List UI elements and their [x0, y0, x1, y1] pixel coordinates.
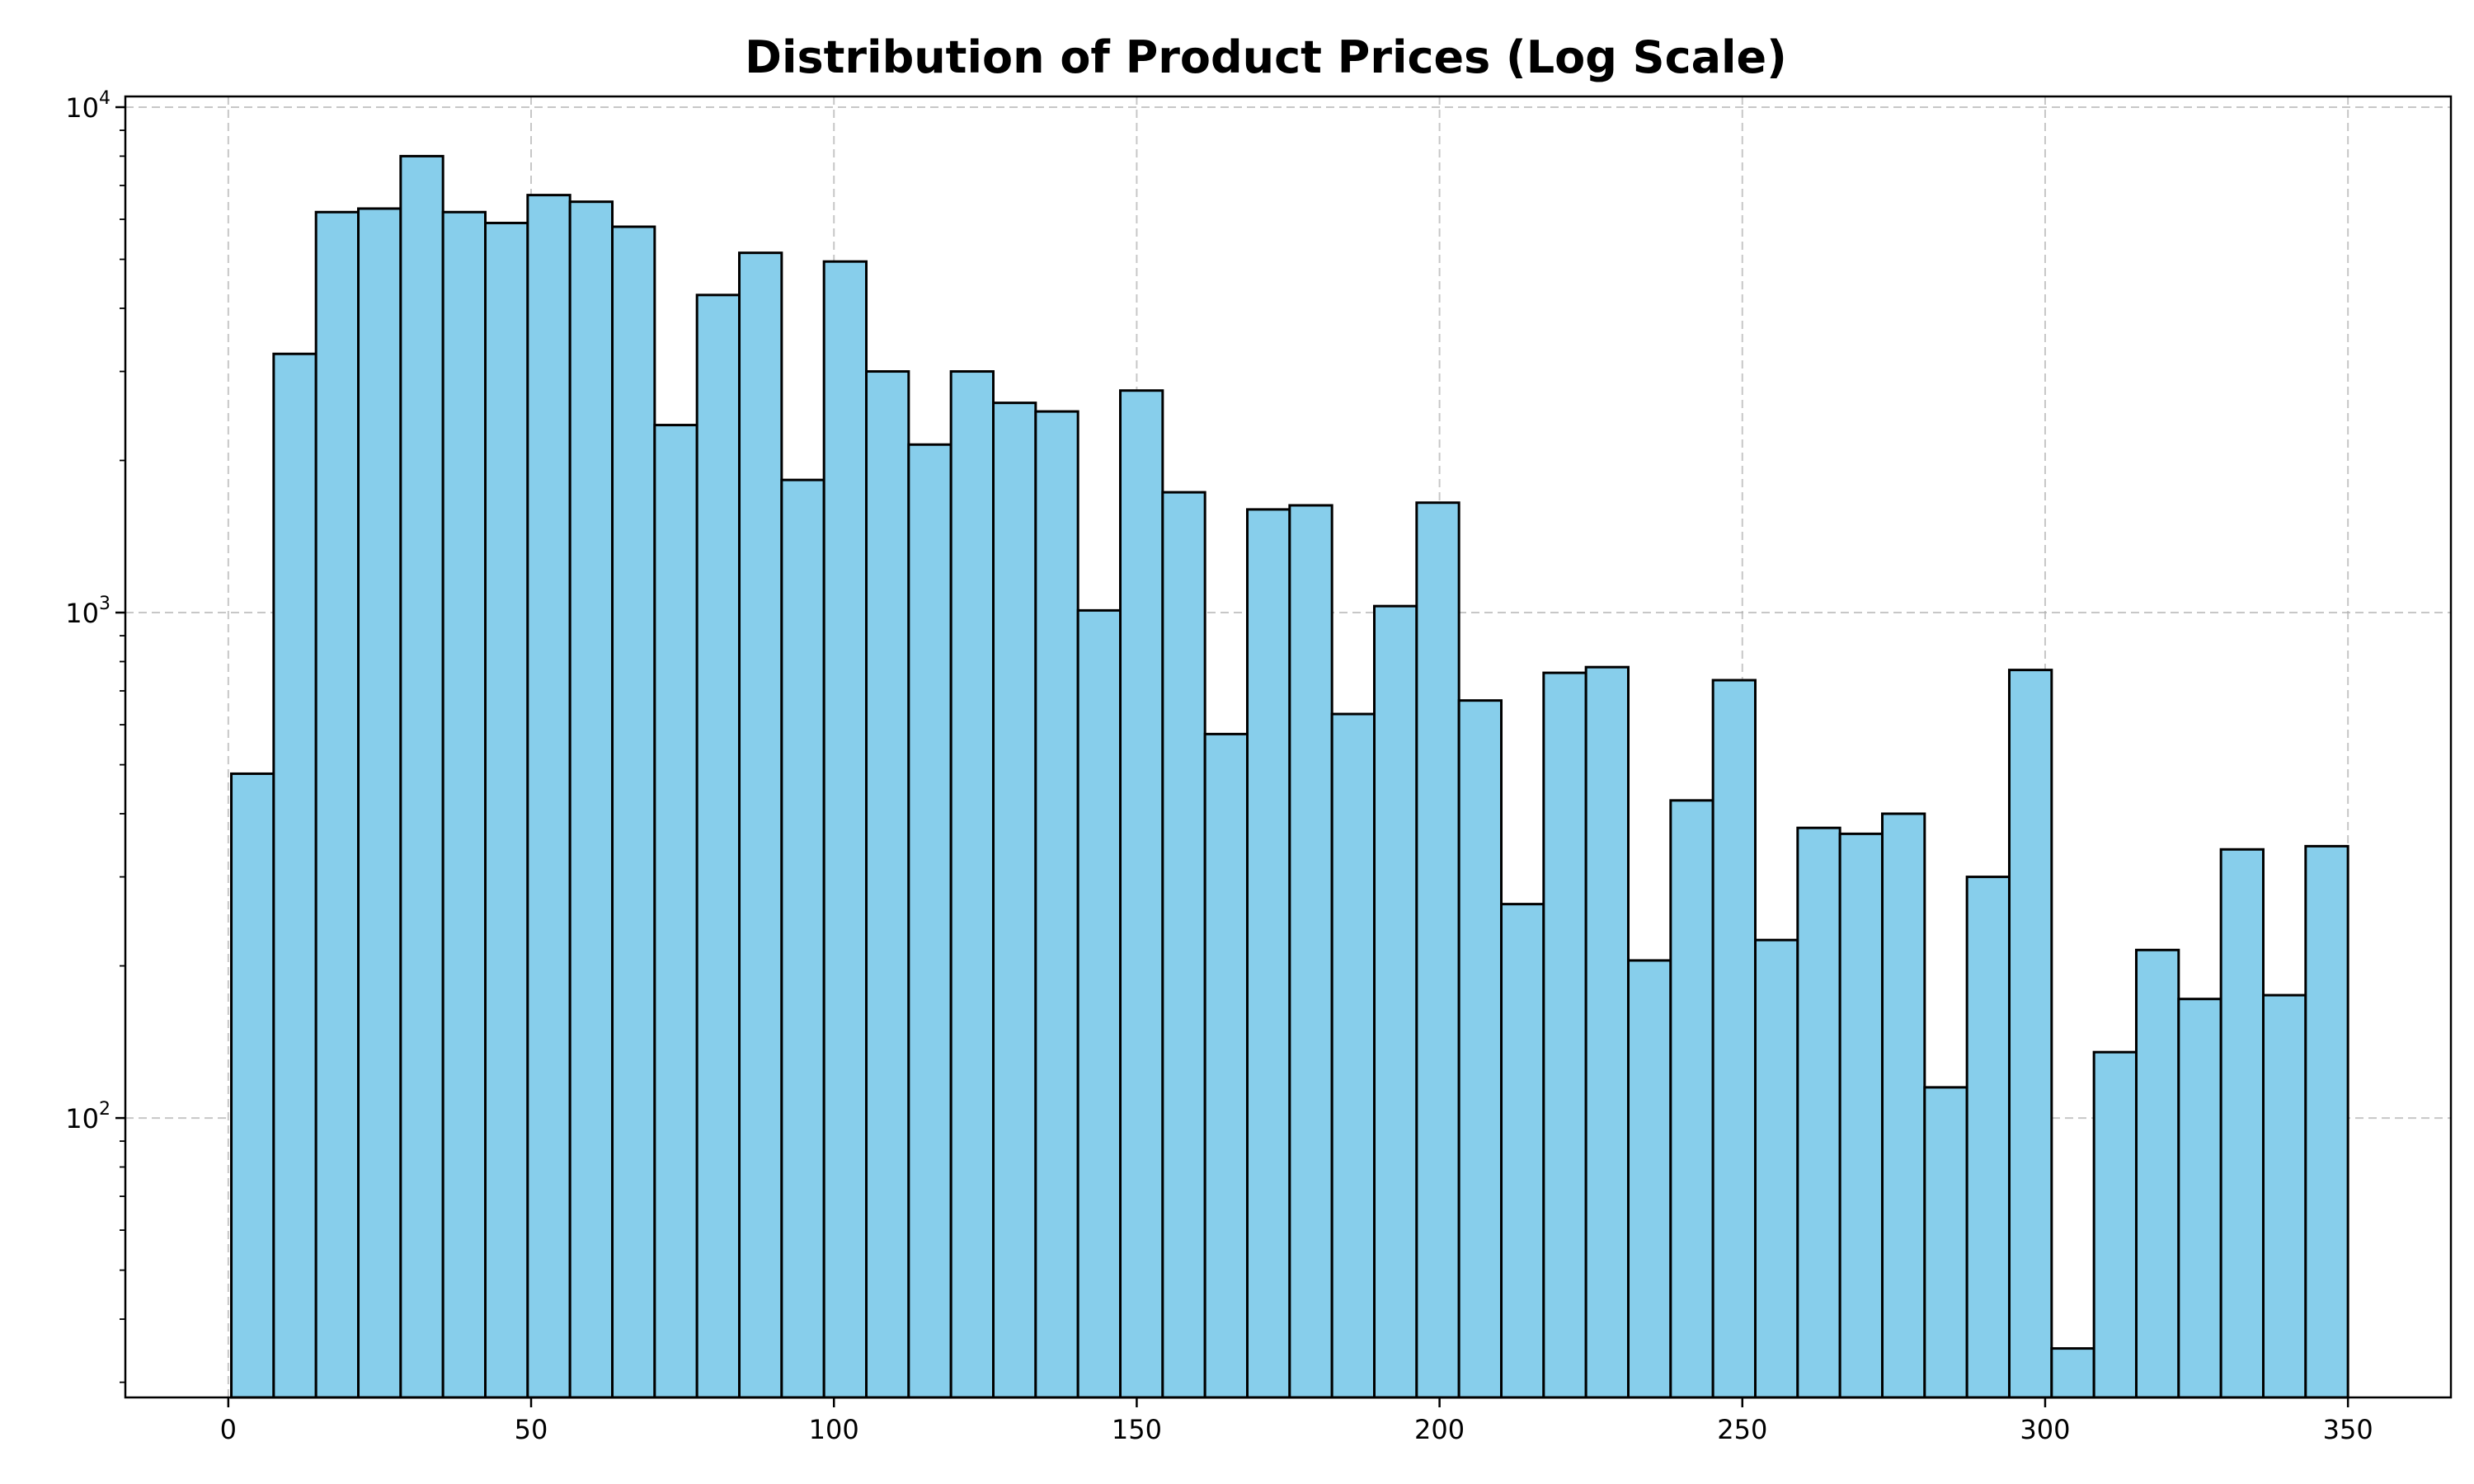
histogram-bar [653, 424, 698, 1399]
histogram-bar [865, 370, 910, 1399]
histogram-bar [1288, 504, 1333, 1399]
histogram-bar [1246, 508, 1291, 1399]
histogram-bar [1965, 876, 2011, 1399]
x-tick-label: 50 [515, 1414, 548, 1445]
histogram-bar [1880, 812, 1926, 1399]
histogram-bar [1542, 671, 1587, 1399]
histogram-bar [2007, 669, 2053, 1399]
x-tick-label: 350 [2323, 1414, 2373, 1445]
histogram-bar [1838, 832, 1884, 1399]
histogram-bar [1457, 699, 1503, 1399]
x-tick-label: 150 [1112, 1414, 1162, 1445]
histogram-bar [1119, 389, 1164, 1399]
histogram-bar [2050, 1347, 2095, 1399]
histogram-bar [2261, 993, 2307, 1399]
histogram-bar [1034, 410, 1079, 1399]
y-tick-label: 102 [65, 1099, 111, 1134]
y-tick-label: 103 [65, 594, 111, 629]
histogram-bar [484, 221, 529, 1399]
histogram-bar [314, 210, 360, 1399]
histogram-bar [1669, 799, 1714, 1399]
histogram-bar [611, 225, 656, 1399]
histogram-bar [1584, 665, 1630, 1399]
histogram-bar [738, 251, 783, 1399]
bar-layer [230, 154, 2349, 1399]
histogram-bar [1923, 1086, 1968, 1399]
histogram-bar [2092, 1050, 2138, 1399]
histogram-bar [1373, 604, 1418, 1399]
histogram-bar [568, 200, 614, 1399]
histogram-bar [1500, 903, 1545, 1399]
histogram-bar [780, 478, 825, 1399]
histogram-bar [1796, 826, 1841, 1399]
chart-title: Distribution of Product Prices (Log Scal… [745, 31, 1787, 83]
histogram-bar [1626, 959, 1672, 1399]
histogram-bar [399, 154, 444, 1399]
histogram-bar [1711, 679, 1757, 1399]
histogram-bar [2304, 844, 2349, 1399]
histogram-bar [2177, 998, 2222, 1399]
histogram-bar [357, 207, 402, 1399]
tick-layer: 0 50 100 150 200 250 300 350 102 103 104 [65, 88, 2373, 1445]
histogram-bar [695, 294, 741, 1399]
histogram-bar [2219, 848, 2265, 1399]
x-tick-label: 0 [220, 1414, 237, 1445]
histogram-bar [1415, 501, 1460, 1399]
histogram-bar [1203, 732, 1249, 1399]
histogram-bar [1076, 608, 1122, 1399]
histogram-bar [1330, 712, 1376, 1399]
plot-frame [124, 95, 2453, 1399]
histogram-bar [272, 352, 317, 1399]
histogram-bar [949, 370, 995, 1399]
histogram-bar [1161, 491, 1206, 1399]
histogram-bar [907, 443, 952, 1399]
x-tick-label: 100 [809, 1414, 859, 1445]
histogram-bar [2134, 948, 2180, 1399]
x-tick-label: 300 [2020, 1414, 2070, 1445]
histogram-bar [822, 260, 868, 1399]
histogram-bar [992, 402, 1037, 1399]
x-tick-label: 250 [1717, 1414, 1767, 1445]
histogram-bar [1753, 938, 1799, 1399]
x-tick-label: 200 [1414, 1414, 1465, 1445]
histogram-bar [441, 210, 487, 1399]
y-tick-label: 104 [65, 88, 111, 124]
histogram-bar [230, 772, 275, 1399]
histogram-bar [526, 194, 571, 1399]
